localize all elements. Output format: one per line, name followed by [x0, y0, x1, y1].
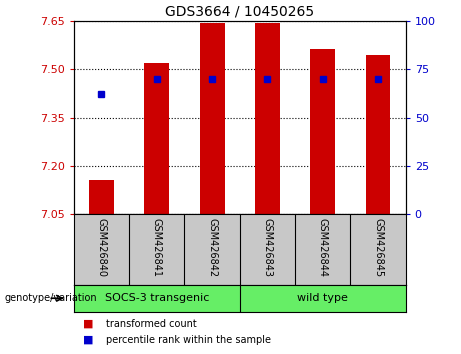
Text: GSM426840: GSM426840	[96, 218, 106, 277]
Title: GDS3664 / 10450265: GDS3664 / 10450265	[165, 5, 314, 19]
Text: GSM426842: GSM426842	[207, 218, 217, 277]
Bar	[144, 63, 169, 214]
Text: transformed count: transformed count	[106, 319, 197, 329]
Text: ■: ■	[83, 335, 94, 345]
Text: GSM426841: GSM426841	[152, 218, 162, 277]
Bar	[310, 48, 335, 214]
Bar	[200, 23, 225, 214]
Text: percentile rank within the sample: percentile rank within the sample	[106, 335, 271, 345]
Bar	[89, 181, 114, 214]
Text: GSM426844: GSM426844	[318, 218, 328, 277]
Text: GSM426845: GSM426845	[373, 218, 383, 277]
Text: ■: ■	[83, 319, 94, 329]
Text: SOCS-3 transgenic: SOCS-3 transgenic	[105, 293, 209, 303]
Bar	[366, 55, 390, 214]
Text: wild type: wild type	[297, 293, 348, 303]
Text: GSM426843: GSM426843	[262, 218, 272, 277]
Bar	[255, 23, 280, 214]
Text: genotype/variation: genotype/variation	[5, 293, 97, 303]
